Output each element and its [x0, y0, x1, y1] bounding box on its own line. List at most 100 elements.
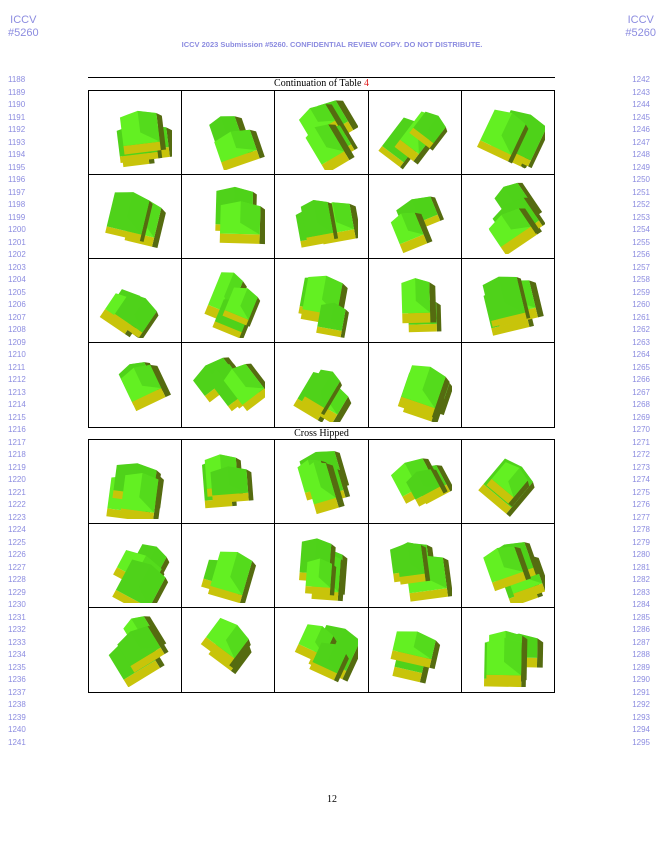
building-render-cell: [275, 524, 369, 608]
line-number: 1202: [8, 250, 26, 259]
line-number: 1261: [632, 312, 650, 322]
line-number: 1293: [632, 712, 650, 722]
building-render-cell: [369, 343, 462, 427]
building-render-image: [299, 537, 348, 601]
line-number: 1275: [632, 487, 650, 497]
building-grid-continuation: [88, 91, 555, 427]
table-reference-link[interactable]: 4: [363, 78, 369, 89]
line-number: 1195: [8, 162, 26, 172]
building-render-image: [201, 551, 257, 603]
building-render-cell: [368, 440, 462, 524]
building-render-cell: [89, 259, 183, 343]
line-number: 1239: [8, 712, 26, 722]
line-number: 1240: [8, 725, 26, 734]
line-number: 1266: [632, 375, 650, 384]
building-render-image: [390, 195, 444, 253]
line-number: 1217: [8, 437, 26, 447]
line-number: 1237: [8, 687, 26, 697]
building-render-cell: [89, 440, 183, 524]
line-number: 1205: [8, 287, 26, 297]
line-number: 1274: [632, 475, 650, 484]
line-number: 1234: [8, 650, 26, 659]
line-number: 1190: [8, 100, 26, 109]
line-number: 1262: [632, 325, 650, 334]
building-render-cell: [461, 91, 555, 175]
building-render-image: [488, 182, 545, 254]
building-render-cell: [275, 91, 369, 175]
line-number: 1228: [8, 575, 26, 584]
line-number: 1278: [632, 525, 650, 534]
building-render-image: [483, 630, 544, 687]
building-render-cell: [182, 524, 276, 608]
line-number: 1249: [632, 162, 650, 172]
building-render-image: [209, 115, 266, 170]
line-number: 1227: [8, 562, 26, 572]
line-number: 1260: [632, 300, 650, 309]
building-render-image: [390, 457, 452, 507]
building-render-cell: [89, 175, 183, 259]
building-render-cell: [275, 440, 369, 524]
building-render-cell: [182, 440, 276, 524]
line-number: 1290: [632, 675, 650, 684]
line-number: 1251: [632, 187, 650, 197]
line-number: 1271: [632, 437, 650, 447]
line-number: 1210: [8, 350, 26, 359]
building-grid-cross-hipped: [88, 440, 555, 692]
building-render-cell: [89, 608, 183, 692]
corner-label-right: ICCV #5260: [625, 14, 656, 40]
building-render-image: [476, 109, 545, 168]
venue-label: ICCV: [627, 14, 654, 26]
line-number: 1292: [632, 700, 650, 709]
line-number: 1289: [632, 662, 650, 672]
line-number: 1231: [8, 612, 26, 622]
building-render-cell: [368, 175, 462, 259]
line-number: 1215: [8, 412, 26, 422]
building-render-cell: [275, 608, 369, 692]
line-number: 1250: [632, 175, 650, 184]
table-caption: Continuation of Table 4: [88, 78, 555, 91]
line-number: 1220: [8, 475, 26, 484]
line-numbers-right: 1242 1243 1244 1245 1246 1247 1248 1249 1250 1251…: [610, 74, 650, 749]
line-number: 1233: [8, 637, 26, 647]
line-number: 1285: [632, 612, 650, 622]
line-number: 1211: [8, 362, 26, 372]
building-render-cell: [275, 343, 369, 427]
line-number: 1254: [632, 225, 650, 234]
line-number: 1257: [632, 262, 650, 272]
line-number: 1246: [632, 125, 650, 134]
line-number: 1204: [8, 275, 26, 284]
line-number: 1189: [8, 87, 26, 97]
building-render-image: [397, 365, 452, 422]
line-number: 1243: [632, 87, 650, 97]
building-render-cell: [461, 259, 555, 343]
building-render-image: [295, 624, 359, 683]
line-number: 1286: [632, 625, 650, 634]
line-number: 1232: [8, 625, 26, 634]
building-render-image: [105, 191, 166, 248]
figure-table: Continuation of Table 4 Cross Hipped: [88, 77, 555, 693]
line-number: 1241: [8, 737, 26, 747]
building-render-cell: [182, 343, 276, 427]
line-number: 1194: [8, 150, 26, 159]
building-render-cell: [182, 608, 276, 692]
line-number: 1258: [632, 275, 650, 284]
line-number: 1242: [632, 75, 650, 84]
building-render-image: [108, 616, 169, 687]
building-render-image: [401, 277, 442, 332]
line-number: 1208: [8, 325, 26, 334]
line-number: 1255: [632, 237, 650, 247]
paper-id-label: #5260: [625, 27, 656, 39]
line-number: 1248: [632, 150, 650, 159]
line-number: 1209: [8, 337, 26, 347]
building-render-image: [215, 186, 266, 244]
building-render-cell: [182, 91, 276, 175]
line-number: 1252: [632, 200, 650, 209]
line-number: 1244: [632, 100, 650, 109]
building-render-image: [483, 541, 545, 603]
caption-text: Continuation of Table: [274, 78, 364, 89]
line-number: 1276: [632, 500, 650, 509]
building-render-cell: [461, 524, 555, 608]
building-render-image: [390, 631, 440, 684]
building-render-cell: [368, 91, 462, 175]
line-number: 1216: [8, 425, 26, 434]
